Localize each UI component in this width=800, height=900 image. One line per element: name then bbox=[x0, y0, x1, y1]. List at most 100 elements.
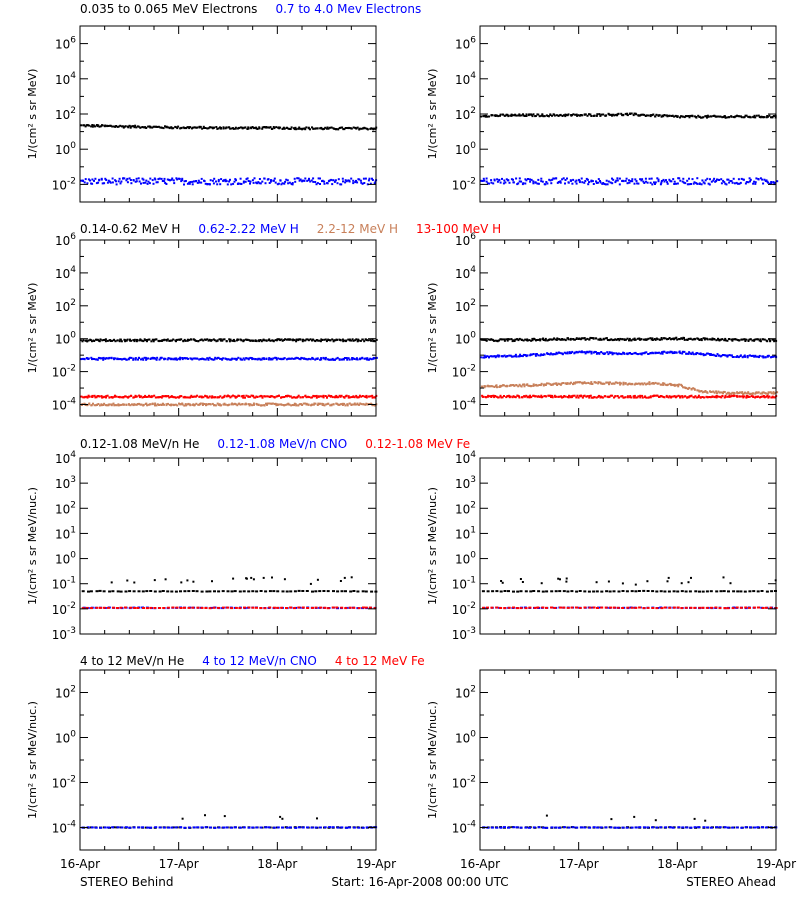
y-tick-label: 103 bbox=[55, 475, 76, 491]
y-tick-label: 102 bbox=[455, 500, 476, 516]
data-point bbox=[508, 181, 511, 184]
data-point bbox=[251, 179, 254, 182]
data-point bbox=[219, 183, 222, 186]
data-point bbox=[640, 353, 643, 356]
data-point bbox=[749, 178, 752, 181]
data-point bbox=[595, 396, 598, 399]
data-point bbox=[212, 606, 216, 609]
data-point bbox=[758, 339, 761, 342]
data-point bbox=[702, 826, 706, 829]
data-point bbox=[528, 339, 531, 342]
data-point bbox=[90, 607, 93, 610]
data-point bbox=[662, 115, 665, 118]
data-point bbox=[112, 339, 115, 342]
data-point bbox=[504, 355, 507, 358]
data-point-outlier bbox=[667, 576, 670, 579]
data-point bbox=[352, 606, 356, 609]
data-point bbox=[279, 179, 282, 182]
data-point bbox=[359, 179, 362, 182]
data-point bbox=[713, 338, 716, 341]
data-point bbox=[645, 383, 647, 386]
data-point bbox=[289, 128, 292, 130]
data-point bbox=[702, 337, 705, 340]
data-point bbox=[182, 340, 185, 343]
data-point bbox=[367, 339, 370, 342]
data-point bbox=[509, 354, 512, 357]
data-point bbox=[706, 114, 709, 117]
data-point bbox=[482, 606, 485, 609]
data-point bbox=[687, 352, 690, 355]
data-point bbox=[556, 384, 559, 386]
data-point bbox=[133, 396, 135, 399]
data-point bbox=[161, 339, 164, 342]
data-point bbox=[675, 182, 677, 185]
data-point bbox=[593, 396, 596, 399]
data-point bbox=[317, 177, 320, 180]
data-point bbox=[185, 357, 188, 360]
data-point bbox=[630, 112, 633, 115]
data-point bbox=[167, 826, 170, 829]
data-point bbox=[739, 606, 743, 609]
data-point bbox=[621, 338, 624, 341]
data-point bbox=[551, 338, 554, 341]
data-point bbox=[572, 394, 575, 397]
data-point bbox=[747, 339, 750, 342]
data-point bbox=[290, 404, 293, 407]
data-point bbox=[250, 394, 253, 397]
data-point bbox=[731, 181, 734, 184]
data-point bbox=[316, 357, 319, 360]
data-point bbox=[275, 356, 278, 359]
data-point bbox=[179, 356, 182, 359]
data-point bbox=[312, 127, 315, 130]
data-point bbox=[669, 350, 672, 353]
data-point bbox=[537, 395, 540, 398]
data-point bbox=[715, 826, 719, 829]
data-point bbox=[181, 358, 184, 361]
data-point bbox=[515, 384, 518, 387]
data-point bbox=[297, 338, 300, 341]
data-point bbox=[550, 590, 554, 593]
data-point bbox=[263, 339, 266, 342]
data-point bbox=[199, 125, 202, 128]
data-point bbox=[690, 388, 693, 391]
data-point bbox=[92, 357, 94, 360]
y-tick-label: 102 bbox=[455, 298, 476, 314]
data-point bbox=[295, 128, 298, 131]
data-point bbox=[371, 396, 374, 399]
data-point bbox=[754, 181, 757, 184]
data-point bbox=[109, 124, 112, 127]
data-point bbox=[100, 395, 103, 398]
data-point bbox=[199, 395, 202, 398]
data-point bbox=[590, 396, 593, 399]
data-point bbox=[768, 182, 771, 185]
data-point bbox=[731, 391, 734, 394]
data-point bbox=[764, 826, 768, 829]
data-point bbox=[186, 339, 189, 342]
data-point bbox=[213, 404, 216, 407]
data-point bbox=[191, 183, 194, 186]
data-point bbox=[562, 114, 565, 117]
data-point bbox=[512, 395, 515, 398]
data-point bbox=[755, 355, 758, 358]
data-point bbox=[619, 383, 622, 386]
data-point-outlier bbox=[557, 577, 560, 580]
data-point bbox=[162, 607, 166, 609]
data-point bbox=[160, 177, 163, 180]
data-point bbox=[673, 180, 676, 183]
data-point bbox=[772, 115, 775, 117]
data-point bbox=[151, 126, 154, 129]
data-point bbox=[94, 177, 97, 180]
data-point bbox=[273, 396, 276, 399]
data-point bbox=[616, 826, 620, 829]
data-point bbox=[174, 826, 178, 829]
data-point bbox=[166, 338, 169, 341]
data-point bbox=[373, 340, 376, 343]
data-point bbox=[340, 590, 344, 593]
data-point bbox=[563, 338, 566, 341]
data-point bbox=[196, 826, 200, 829]
data-point bbox=[105, 404, 108, 407]
data-point bbox=[342, 128, 345, 131]
data-point bbox=[268, 126, 271, 129]
data-point bbox=[155, 181, 158, 184]
data-point bbox=[119, 182, 122, 185]
